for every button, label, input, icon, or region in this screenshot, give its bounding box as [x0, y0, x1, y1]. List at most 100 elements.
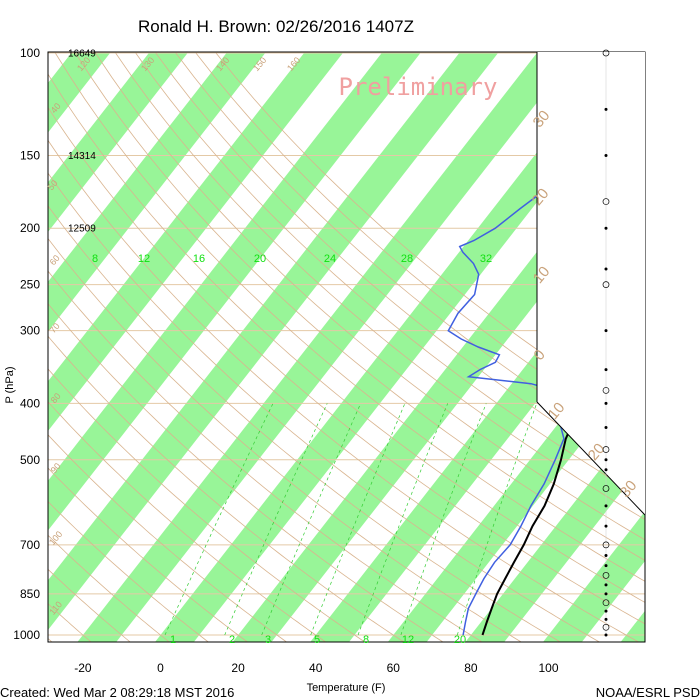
wind-level-marker [604, 425, 608, 429]
wind-level-marker [604, 226, 608, 230]
dry-adiabat-label: 70 [48, 321, 62, 335]
mixing-ratio-bottom-label: 1 [170, 634, 176, 646]
dry-adiabat-line [48, 368, 366, 642]
height-label: 14314 [68, 151, 96, 162]
dry-adiabat-line [48, 500, 209, 642]
temperature-band [620, 610, 645, 642]
wind-level-marker [604, 267, 608, 271]
dry-adiabat-line [48, 534, 170, 642]
mixing-ratio-label: 28 [401, 253, 413, 265]
mixing-ratio-line [357, 403, 449, 636]
x-tick-label: 20 [231, 661, 245, 675]
dry-adiabat-line [48, 401, 327, 642]
wind-calm-marker [602, 198, 610, 205]
wind-level-marker [604, 592, 608, 596]
mixing-ratio-line [261, 403, 362, 636]
wind-level-marker [604, 153, 608, 157]
dry-adiabat-line [48, 139, 640, 642]
mixing-ratio-bottom-labels: 1 2 3 5 8 12 20 [170, 634, 466, 646]
x-tick-label: 100 [538, 661, 558, 675]
y-tick-label: 250 [20, 278, 40, 292]
dry-adiabat-line [195, 52, 645, 442]
wind-panel-mask [537, 52, 645, 515]
mixing-ratio-bottom-label: 2 [229, 634, 235, 646]
dry-adiabat-line [48, 106, 645, 625]
dry-adiabat-label: 50 [46, 178, 60, 192]
wind-level-markers [602, 49, 610, 637]
mixing-ratio-bottom-label: 5 [314, 634, 320, 646]
x-tick-label: 80 [464, 661, 478, 675]
wind-level-marker [604, 368, 608, 372]
wind-calm-marker [602, 599, 610, 607]
x-tick-labels: -20 0 20 40 60 80 100 [74, 661, 559, 675]
dry-adiabat-label: 80 [49, 391, 63, 405]
temperature-band [465, 411, 645, 642]
temperature-band [155, 52, 645, 642]
watermark-preliminary: Preliminary [339, 73, 498, 101]
temperature-band [232, 113, 645, 642]
x-tick-label: 40 [309, 661, 323, 675]
dry-adiabat-label: 60 [48, 253, 62, 267]
y-tick-label: 700 [20, 538, 40, 552]
wind-level-marker [604, 564, 608, 568]
dry-adiabat-line [48, 205, 562, 642]
mixing-ratio-label: 20 [254, 253, 266, 265]
mixing-ratio-labels: 8 12 16 20 24 28 32 [92, 253, 492, 265]
x-tick-label: 60 [387, 661, 401, 675]
wind-calm-marker [602, 49, 610, 57]
temperature-band [48, 52, 422, 531]
wind-level-marker [604, 553, 608, 557]
wind-calm-marker [602, 541, 610, 549]
wind-level-marker [604, 504, 608, 508]
wind-level-marker [604, 107, 608, 111]
dry-adiabat-line [48, 335, 405, 642]
dry-adiabat-line [48, 434, 288, 642]
height-label: 12509 [68, 224, 96, 235]
y-axis-label: P (hPa) [4, 366, 16, 403]
dry-adiabat-line [95, 52, 645, 541]
wind-calm-marker [602, 387, 610, 394]
y-tick-label: 300 [20, 324, 40, 338]
y-tick-label: 400 [20, 396, 40, 410]
temperature-band [48, 52, 189, 233]
height-labels: 16649 14314 12509 [68, 49, 96, 235]
temperature-band [77, 52, 577, 642]
temperature-band [48, 52, 344, 432]
wind-panel-border [536, 52, 646, 642]
temperature-band [48, 52, 267, 332]
dry-adiabat-line [48, 303, 444, 642]
dry-adiabat-label: 40 [49, 101, 63, 115]
y-tick-label: 100 [20, 46, 40, 60]
dry-adiabat-line [155, 52, 645, 481]
temperature-band [48, 52, 499, 630]
x-tick-label: 0 [157, 661, 164, 675]
mixing-ratio-label: 8 [92, 253, 98, 265]
y-tick-label: 500 [20, 453, 40, 467]
dry-adiabat-label: 90 [49, 461, 63, 475]
dry-adiabat-line [115, 52, 645, 520]
wind-calm-marker [602, 485, 610, 492]
mixing-ratio-line [164, 403, 274, 636]
dry-adiabat-line [48, 73, 645, 603]
y-tick-label: 150 [20, 148, 40, 162]
wind-level-marker [604, 458, 608, 462]
sounding-trace [447, 52, 638, 636]
dry-adiabat-line [48, 237, 522, 642]
footer-created: Created: Wed Mar 2 08:29:18 MST 2016 [0, 685, 234, 700]
dry-adiabats [48, 52, 645, 642]
mixing-ratio-line [400, 403, 487, 636]
mixing-ratio-label: 32 [480, 253, 492, 265]
dry-adiabat-line [215, 52, 645, 422]
wind-calm-marker [602, 623, 610, 631]
mixing-ratio-label: 12 [138, 253, 150, 265]
mixing-ratio-bottom-label: 3 [265, 634, 271, 646]
wind-level-marker [604, 524, 608, 528]
temperature-band [48, 52, 111, 133]
y-tick-label: 1000 [13, 628, 40, 642]
x-axis-label: Temperature (F) [307, 682, 386, 694]
wind-calm-marker [602, 572, 610, 579]
mixing-ratio-label: 16 [193, 253, 205, 265]
wind-level-marker [604, 633, 608, 637]
mixing-ratio-line [224, 403, 328, 636]
